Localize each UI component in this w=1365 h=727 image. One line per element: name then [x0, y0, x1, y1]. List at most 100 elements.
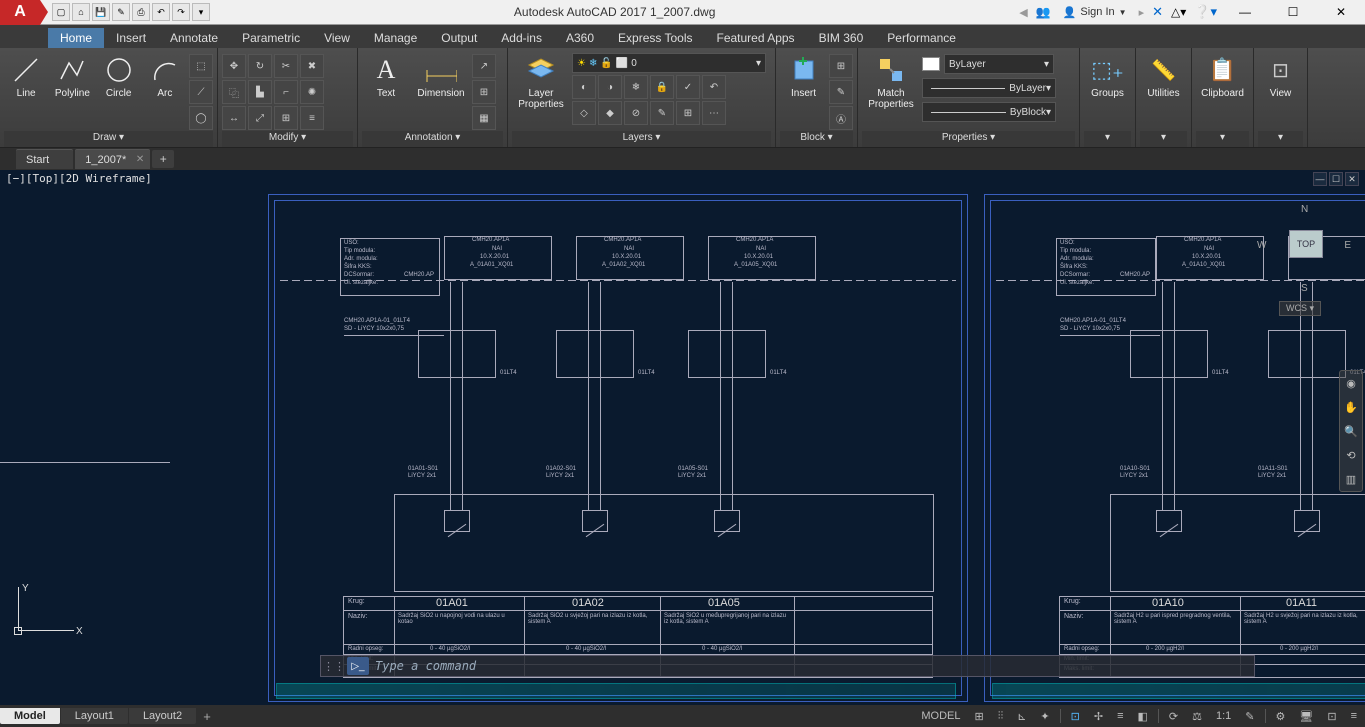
mirror-button[interactable]: ▙: [248, 80, 272, 104]
ribbon-tab-addins[interactable]: Add-ins: [489, 28, 554, 48]
layer-combo[interactable]: ☀❄🔓⬜0▾: [572, 53, 766, 73]
cmdline-grip-icon[interactable]: ⋮⋮: [321, 660, 347, 673]
command-line[interactable]: ⋮⋮ ▷_ Type a command: [320, 655, 1255, 677]
panel-annotation-title[interactable]: Annotation ▾: [362, 131, 503, 147]
match-properties-button[interactable]: Match Properties: [862, 50, 920, 114]
qat-plot-icon[interactable]: ⎙: [132, 3, 150, 21]
status-ortho-icon[interactable]: ⊾: [1013, 710, 1030, 723]
signin-button[interactable]: 👤 Sign In ▼: [1059, 6, 1131, 19]
paste-button[interactable]: 📋Clipboard: [1196, 50, 1249, 103]
lineweight-combo[interactable]: ByLayer▾: [922, 78, 1056, 98]
move-button[interactable]: ✥: [222, 54, 246, 78]
draw-misc-2[interactable]: ⟋: [189, 80, 213, 104]
draw-misc-3[interactable]: ◯: [189, 106, 213, 130]
qat-undo-icon[interactable]: ↶: [152, 3, 170, 21]
status-scale[interactable]: 1:1: [1212, 710, 1235, 722]
layer-t4[interactable]: ✎: [650, 101, 674, 125]
ribbon-tab-insert[interactable]: Insert: [104, 28, 158, 48]
offset-button[interactable]: ≡: [300, 106, 324, 130]
dimension-button[interactable]: Dimension: [412, 50, 470, 103]
text-button[interactable]: AText: [362, 50, 410, 103]
drawing-canvas[interactable]: [−][Top][2D Wireframe] — ☐ ✕ USO: Tip mo…: [0, 170, 1365, 705]
ribbon-tab-manage[interactable]: Manage: [362, 28, 429, 48]
viewcube-west[interactable]: W: [1257, 240, 1266, 251]
line-button[interactable]: Line: [4, 50, 48, 103]
status-annoscale[interactable]: ⚖: [1188, 710, 1206, 723]
status-lwt-icon[interactable]: ≡: [1113, 710, 1127, 722]
nav-zoom-icon[interactable]: 🔍: [1340, 419, 1362, 443]
arc-button[interactable]: Arc: [143, 50, 187, 103]
ribbon-tab-express[interactable]: Express Tools: [606, 28, 704, 48]
layer-match-button[interactable]: ✓: [676, 75, 700, 99]
panel-modify-title[interactable]: Modify ▾: [222, 131, 353, 147]
panel-properties-title[interactable]: Properties ▾: [862, 131, 1075, 147]
measure-button[interactable]: 📏Utilities: [1140, 50, 1187, 103]
panel-view-title[interactable]: ▾: [1258, 131, 1303, 147]
layer-lock-button[interactable]: 🔒: [650, 75, 674, 99]
base-view-button[interactable]: ⊡View: [1258, 50, 1303, 103]
groups-button[interactable]: ⬚₊Groups: [1084, 50, 1131, 103]
polyline-button[interactable]: Polyline: [50, 50, 94, 103]
status-annotation-icon[interactable]: ✎: [1241, 710, 1258, 723]
a360-icon[interactable]: △▾: [1171, 5, 1186, 19]
color-combo[interactable]: ByLayer▾: [944, 54, 1054, 74]
qat-save-icon[interactable]: 💾: [92, 3, 110, 21]
panel-utilities-title[interactable]: ▾: [1140, 131, 1187, 147]
insert-block-button[interactable]: Insert: [780, 50, 827, 103]
ribbon-tab-annotate[interactable]: Annotate: [158, 28, 230, 48]
layer-prev-button[interactable]: ↶: [702, 75, 726, 99]
file-tab-current[interactable]: 1_2007*✕: [75, 149, 150, 169]
ribbon-tab-home[interactable]: Home: [48, 28, 104, 48]
help-icon[interactable]: ❔▾: [1194, 4, 1217, 20]
status-customize-icon[interactable]: ≡: [1347, 710, 1361, 722]
layer-t1[interactable]: ◇: [572, 101, 596, 125]
scale-button[interactable]: ⤢: [248, 106, 272, 130]
exchange-icon[interactable]: ✕: [1152, 4, 1163, 20]
draw-misc-1[interactable]: ⬚: [189, 54, 213, 78]
viewcube-north[interactable]: N: [1301, 204, 1308, 215]
status-polar-icon[interactable]: ✦: [1036, 710, 1053, 723]
ribbon-tab-featured[interactable]: Featured Apps: [705, 28, 807, 48]
color-swatch[interactable]: [922, 57, 940, 71]
block-attr-button[interactable]: Ⓐ: [829, 106, 853, 130]
qat-more-icon[interactable]: ▾: [192, 3, 210, 21]
copy-button[interactable]: ⿻: [222, 80, 246, 104]
layer-iso-button[interactable]: ◑: [598, 75, 622, 99]
close-tab-icon[interactable]: ✕: [136, 154, 144, 165]
layer-t3[interactable]: ⊘: [624, 101, 648, 125]
new-tab-button[interactable]: +: [152, 150, 174, 168]
layout-tab-model[interactable]: Model: [0, 708, 60, 724]
qat-open-icon[interactable]: ⌂: [72, 3, 90, 21]
viewcube-wcs-dropdown[interactable]: WCS ▾: [1279, 301, 1321, 316]
create-block-button[interactable]: ⊞: [829, 54, 853, 78]
trim-button[interactable]: ✂: [274, 54, 298, 78]
nav-orbit-icon[interactable]: ⟲: [1340, 443, 1362, 467]
viewcube-east[interactable]: E: [1344, 240, 1351, 251]
layer-t6[interactable]: ⋯: [702, 101, 726, 125]
panel-groups-title[interactable]: ▾: [1084, 131, 1131, 147]
status-3dosnap-icon[interactable]: ✢: [1090, 710, 1107, 723]
layer-t5[interactable]: ⊞: [676, 101, 700, 125]
edit-block-button[interactable]: ✎: [829, 80, 853, 104]
fillet-button[interactable]: ⌐: [274, 80, 298, 104]
qat-redo-icon[interactable]: ↷: [172, 3, 190, 21]
infocenter-search-icon[interactable]: 👥: [1036, 5, 1051, 19]
layer-off-button[interactable]: ◐: [572, 75, 596, 99]
file-tab-start[interactable]: Start: [16, 149, 73, 169]
panel-draw-title[interactable]: Draw ▾: [4, 131, 213, 147]
viewcube-top-face[interactable]: TOP: [1289, 230, 1323, 258]
layer-t2[interactable]: ◆: [598, 101, 622, 125]
leader-button[interactable]: ↗: [472, 54, 496, 78]
viewcube[interactable]: N S E W TOP WCS ▾: [1265, 206, 1345, 286]
maximize-button[interactable]: ☐: [1273, 0, 1313, 25]
status-monitor-icon[interactable]: 🖥: [1295, 710, 1317, 723]
ucs-icon[interactable]: X Y: [10, 589, 80, 639]
anno-misc[interactable]: ▦: [472, 106, 496, 130]
status-osnap-icon[interactable]: ⊡: [1067, 710, 1084, 723]
ribbon-tab-view[interactable]: View: [312, 28, 362, 48]
table-button[interactable]: ⊞: [472, 80, 496, 104]
stretch-button[interactable]: ↔: [222, 106, 246, 130]
layer-properties-button[interactable]: Layer Properties: [512, 50, 570, 114]
layout-add-button[interactable]: +: [197, 709, 217, 724]
panel-clipboard-title[interactable]: ▾: [1196, 131, 1249, 147]
